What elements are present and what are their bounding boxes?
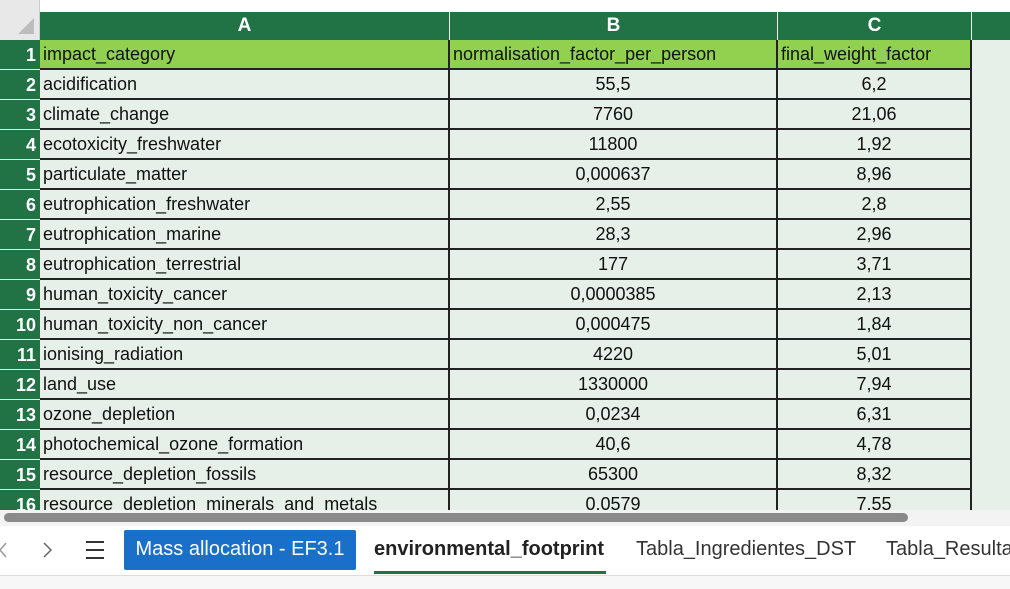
tab-nav-icons[interactable] [0, 527, 120, 575]
cell[interactable]: 2,8 [778, 190, 972, 220]
cell[interactable]: 0,0579 [450, 490, 778, 510]
row-header[interactable]: 15 [0, 460, 40, 490]
active-tab-underline [374, 571, 606, 574]
column-header[interactable]: B [450, 12, 778, 40]
cell[interactable]: 5,01 [778, 340, 972, 370]
cell[interactable]: 21,06 [778, 100, 972, 130]
cell[interactable]: resource_depletion_fossils [40, 460, 450, 490]
cell[interactable]: 4220 [450, 340, 778, 370]
cell[interactable]: impact_category [40, 40, 450, 70]
cell[interactable]: 8,96 [778, 160, 972, 190]
status-bar [0, 575, 1010, 589]
row-header[interactable]: 11 [0, 340, 40, 370]
cell[interactable]: 1,84 [778, 310, 972, 340]
cell[interactable]: resource_depletion_minerals_and_metals [40, 490, 450, 510]
cell[interactable]: eutrophication_freshwater [40, 190, 450, 220]
cell[interactable]: 7760 [450, 100, 778, 130]
cell[interactable]: acidification [40, 70, 450, 100]
row-header[interactable]: 4 [0, 130, 40, 160]
cell[interactable]: 2,13 [778, 280, 972, 310]
cell[interactable]: 0,000475 [450, 310, 778, 340]
row-header[interactable]: 8 [0, 250, 40, 280]
cell[interactable]: human_toxicity_cancer [40, 280, 450, 310]
corner-triangle [18, 18, 34, 34]
cell[interactable]: 3,71 [778, 250, 972, 280]
cell[interactable]: human_toxicity_non_cancer [40, 310, 450, 340]
row-header[interactable]: 12 [0, 370, 40, 400]
scrollbar-thumb[interactable] [4, 513, 908, 522]
cell[interactable]: 2,96 [778, 220, 972, 250]
empty-column [972, 40, 1010, 510]
row-header[interactable]: 7 [0, 220, 40, 250]
row-header[interactable]: 10 [0, 310, 40, 340]
sheet-grid: A B C 1 impact_category normalisation_factor_… [0, 0, 1010, 510]
cell[interactable]: 7,94 [778, 370, 972, 400]
cell[interactable]: 7,55 [778, 490, 972, 510]
row-header[interactable]: 2 [0, 70, 40, 100]
cell[interactable]: eutrophication_terrestrial [40, 250, 450, 280]
cell[interactable]: 6,2 [778, 70, 972, 100]
cell[interactable]: ecotoxicity_freshwater [40, 130, 450, 160]
cell[interactable]: land_use [40, 370, 450, 400]
cell[interactable]: climate_change [40, 100, 450, 130]
cell[interactable]: 1,92 [778, 130, 972, 160]
column-header[interactable]: A [40, 12, 450, 40]
sheet-tab[interactable]: Tabla_Resulta [886, 538, 1010, 560]
cell[interactable]: particulate_matter [40, 160, 450, 190]
sheet-tab[interactable]: Mass allocation - EF3.1 [124, 530, 356, 570]
cell[interactable]: 2,55 [450, 190, 778, 220]
cell[interactable]: 6,31 [778, 400, 972, 430]
cell[interactable]: 1330000 [450, 370, 778, 400]
sheet-tab-bar: Mass allocation - EF3.1 environmental_foo… [0, 527, 1010, 575]
row-header[interactable]: 3 [0, 100, 40, 130]
cell[interactable]: 8,32 [778, 460, 972, 490]
cell[interactable]: eutrophication_marine [40, 220, 450, 250]
cell[interactable]: 177 [450, 250, 778, 280]
row-header[interactable]: 14 [0, 430, 40, 460]
row-header[interactable]: 13 [0, 400, 40, 430]
row-header[interactable]: 6 [0, 190, 40, 220]
cell[interactable]: ionising_radiation [40, 340, 450, 370]
cell[interactable]: 0,0234 [450, 400, 778, 430]
row-header[interactable]: 5 [0, 160, 40, 190]
sheet-tab[interactable]: environmental_footprint [374, 538, 605, 560]
cell[interactable]: 55,5 [450, 70, 778, 100]
sheet-tab[interactable]: Tabla_Ingredientes_DST [636, 538, 857, 560]
cell[interactable]: 0,0000385 [450, 280, 778, 310]
cell[interactable]: ozone_depletion [40, 400, 450, 430]
select-all-corner[interactable] [0, 0, 40, 40]
row-header[interactable]: 1 [0, 40, 40, 70]
cell[interactable]: final_weight_factor [778, 40, 972, 70]
cell[interactable]: 28,3 [450, 220, 778, 250]
column-header-d [972, 12, 1010, 40]
cell[interactable]: 11800 [450, 130, 778, 160]
cell[interactable]: photochemical_ozone_formation [40, 430, 450, 460]
cell[interactable]: 0,000637 [450, 160, 778, 190]
horizontal-scrollbar[interactable] [0, 510, 1010, 526]
row-header[interactable]: 9 [0, 280, 40, 310]
cell[interactable]: normalisation_factor_per_person [450, 40, 778, 70]
column-header[interactable]: C [778, 12, 972, 40]
row-header[interactable]: 16 [0, 490, 40, 510]
cell[interactable]: 40,6 [450, 430, 778, 460]
cell[interactable]: 4,78 [778, 430, 972, 460]
cell[interactable]: 65300 [450, 460, 778, 490]
